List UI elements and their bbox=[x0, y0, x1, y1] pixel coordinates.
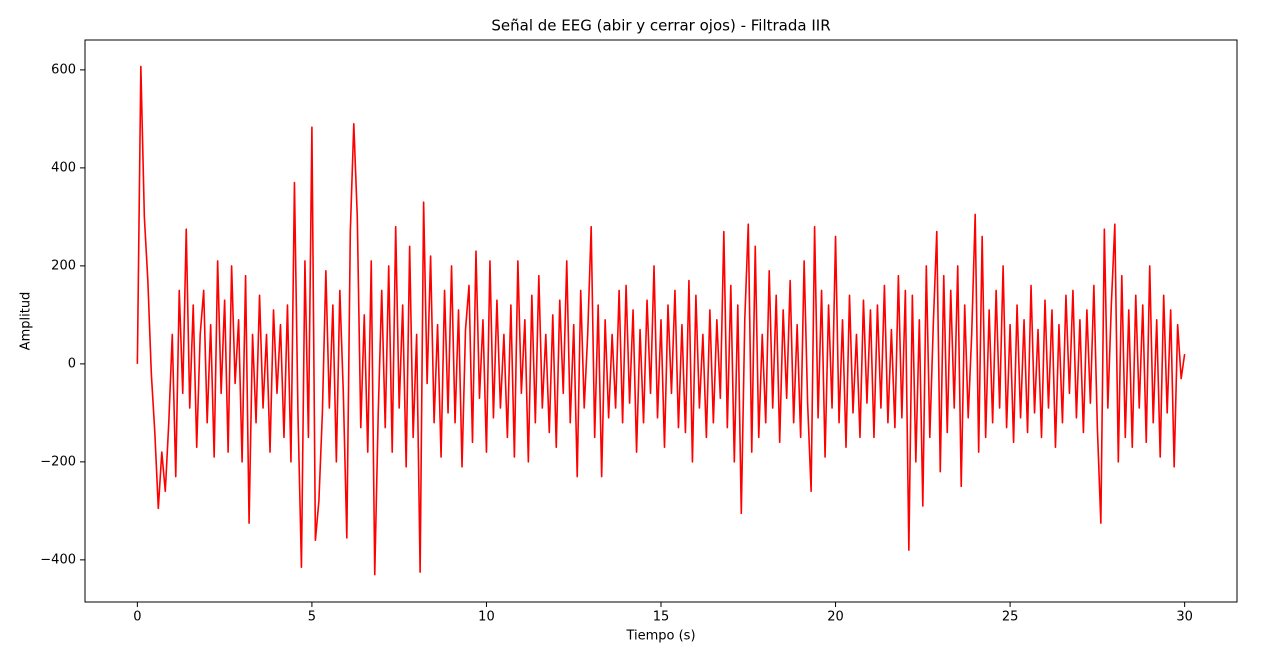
y-tick-label: −400 bbox=[40, 552, 76, 567]
y-tick-label: 200 bbox=[51, 258, 76, 273]
y-tick-label: 600 bbox=[51, 62, 76, 77]
x-axis-label: Tiempo (s) bbox=[625, 629, 695, 644]
x-tick-label: 30 bbox=[1176, 610, 1193, 625]
y-tick-label: 0 bbox=[68, 356, 76, 371]
x-tick-label: 25 bbox=[1002, 610, 1019, 625]
signal-line bbox=[136, 65, 1186, 576]
plot-frame bbox=[84, 39, 1238, 603]
x-tick-label: 20 bbox=[827, 610, 844, 625]
x-tick-label: 15 bbox=[653, 610, 670, 625]
x-tick-label: 5 bbox=[308, 610, 316, 625]
x-tick-label: 10 bbox=[478, 610, 495, 625]
y-tick-label: −200 bbox=[40, 454, 76, 469]
chart-title: Señal de EEG (abir y cerrar ojos) - Filt… bbox=[491, 17, 830, 35]
y-axis-label: Amplitud bbox=[19, 292, 34, 351]
x-tick-label: 0 bbox=[133, 610, 141, 625]
y-tick-label: 400 bbox=[51, 160, 76, 175]
